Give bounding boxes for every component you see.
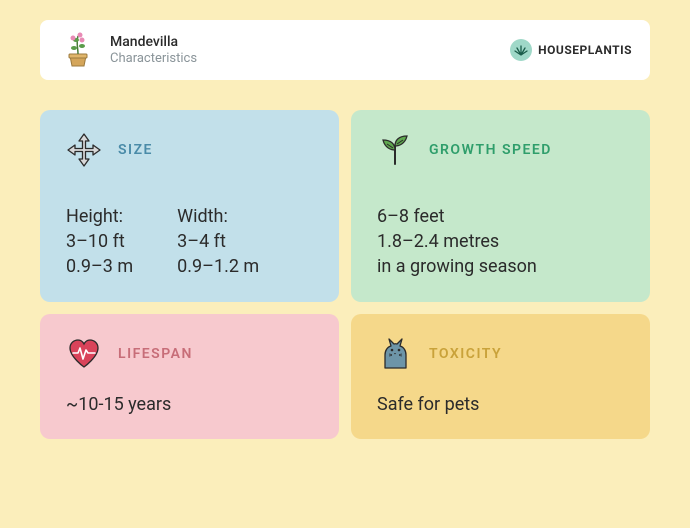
- card-growth-body: 6–8 feet 1.8–2.4 metres in a growing sea…: [377, 204, 624, 280]
- card-growth-header: GROWTH SPEED: [377, 132, 624, 168]
- size-height-ft: 3–10 ft: [66, 229, 133, 254]
- size-width-m: 0.9–1.2 m: [177, 254, 259, 279]
- size-width-ft: 3–4 ft: [177, 229, 259, 254]
- sprout-icon: [377, 132, 413, 168]
- header-bar: Mandevilla Characteristics HOUSEPLANTIS: [40, 20, 650, 80]
- card-size: SIZE Height: 3–10 ft 0.9–3 m Width: 3–4 …: [40, 110, 339, 302]
- plant-subtitle: Characteristics: [110, 51, 197, 67]
- card-growth: GROWTH SPEED 6–8 feet 1.8–2.4 metres in …: [351, 110, 650, 302]
- growth-line1: 6–8 feet: [377, 204, 624, 229]
- growth-line3: in a growing season: [377, 254, 624, 279]
- card-lifespan: LIFESPAN ~10-15 years: [40, 314, 339, 439]
- card-toxicity-body: Safe for pets: [377, 392, 624, 417]
- card-toxicity-title: TOXICITY: [429, 346, 502, 362]
- card-size-body: Height: 3–10 ft 0.9–3 m Width: 3–4 ft 0.…: [66, 204, 313, 280]
- header-left: Mandevilla Characteristics: [58, 30, 197, 70]
- size-height-label: Height:: [66, 204, 133, 229]
- brand-logo[interactable]: HOUSEPLANTIS: [510, 39, 632, 61]
- plant-title: Mandevilla: [110, 34, 197, 51]
- card-lifespan-header: LIFESPAN: [66, 336, 313, 372]
- cards-grid: SIZE Height: 3–10 ft 0.9–3 m Width: 3–4 …: [40, 110, 650, 439]
- size-height-col: Height: 3–10 ft 0.9–3 m: [66, 204, 133, 280]
- heartbeat-icon: [66, 336, 102, 372]
- page-container: Mandevilla Characteristics HOUSEPLANTIS: [0, 0, 690, 528]
- card-lifespan-body: ~10-15 years: [66, 392, 313, 417]
- cat-icon: [377, 336, 413, 372]
- header-text: Mandevilla Characteristics: [110, 34, 197, 66]
- card-lifespan-title: LIFESPAN: [118, 346, 193, 362]
- card-size-title: SIZE: [118, 142, 153, 158]
- toxicity-value: Safe for pets: [377, 392, 624, 417]
- size-width-col: Width: 3–4 ft 0.9–1.2 m: [177, 204, 259, 280]
- growth-line2: 1.8–2.4 metres: [377, 229, 624, 254]
- card-toxicity: TOXICITY Safe for pets: [351, 314, 650, 439]
- size-height-m: 0.9–3 m: [66, 254, 133, 279]
- card-toxicity-header: TOXICITY: [377, 336, 624, 372]
- card-size-header: SIZE: [66, 132, 313, 168]
- brand-icon: [510, 39, 532, 61]
- brand-name: HOUSEPLANTIS: [538, 43, 632, 57]
- plant-pot-icon: [58, 30, 98, 70]
- arrows-icon: [66, 132, 102, 168]
- card-growth-title: GROWTH SPEED: [429, 142, 552, 158]
- size-width-label: Width:: [177, 204, 259, 229]
- lifespan-value: ~10-15 years: [66, 392, 313, 417]
